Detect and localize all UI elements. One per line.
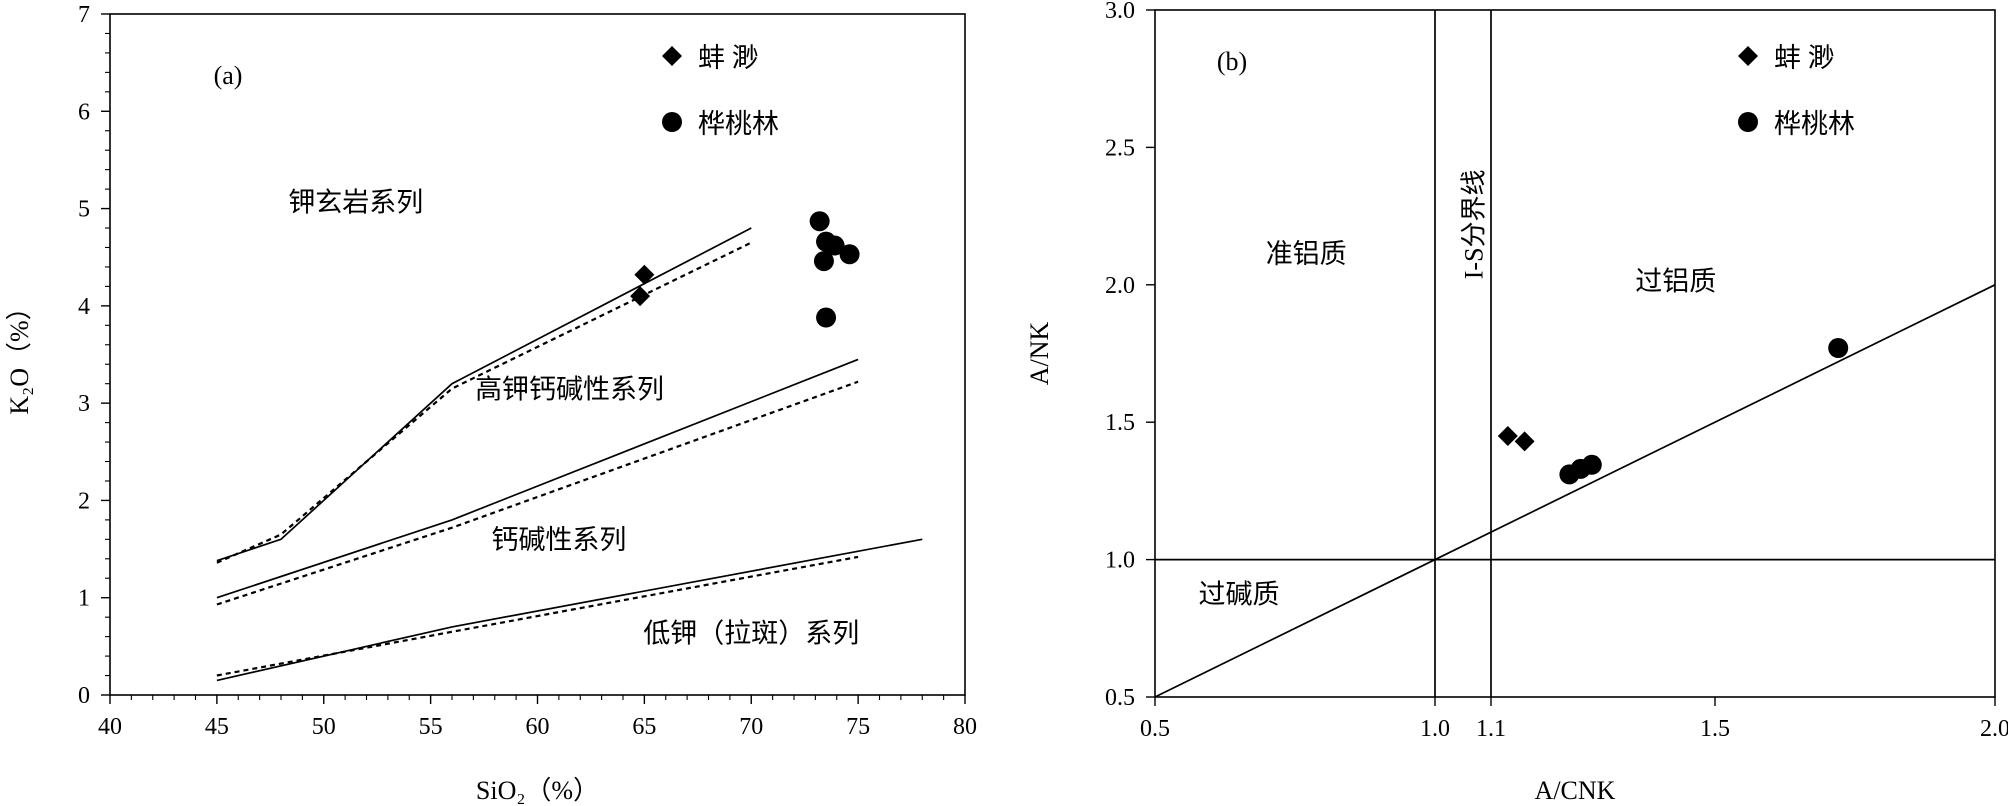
y-tick-label: 4 [78,294,90,320]
x-tick-label: 60 [526,714,550,740]
x-tick-label: 80 [953,714,977,740]
legend-label: 蚌 渺 [1774,43,1835,73]
solid-boundary-line [216,538,923,682]
y-tick-label: 2.0 [1105,273,1135,299]
is-boundary-label: I-S分界线 [1460,169,1489,279]
circle-point [813,251,834,272]
field-label: 钙碱性系列 [491,525,626,555]
field-label: 高钾钙碱性系列 [475,374,664,404]
field-label: 准铝质 [1266,239,1347,269]
y-tick-label: 1.0 [1105,548,1135,574]
circle-point [816,307,837,328]
y-tick-label: 1 [78,586,90,612]
legend-label: 蚌 渺 [698,43,759,73]
x-tick-label: 70 [739,714,763,740]
x-tick-label: 75 [846,714,870,740]
circle-point [824,235,845,256]
field-label: 钾玄岩系列 [288,187,423,217]
x-tick-label: 0.5 [1140,716,1170,742]
panel-label: (a) [214,61,243,90]
field-label: 过铝质 [1635,266,1716,296]
panel-a-chart: 40 45 50 55 60 65 70 75 8001234567SiO₂（%）K₂O（%）(… [5,2,977,805]
dashed-boundary-line [216,555,859,677]
solid-boundary-line [216,358,859,599]
diamond-point [1497,425,1518,446]
x-tick-label: 65 [632,714,656,740]
legend-circle-marker [662,112,682,132]
legend-diamond-marker [662,46,682,66]
plot-frame [1154,9,1996,698]
legend-circle-marker [1738,112,1758,132]
y-axis-title: K₂O（%） [5,294,34,414]
diamond-point [1514,431,1535,452]
plot-frame [109,13,966,696]
x-tick-label: 55 [419,714,443,740]
circle-point [1581,454,1602,475]
circle-point [839,244,860,265]
x-tick-label: 45 [205,714,229,740]
y-tick-label: 0 [78,683,90,709]
legend-label: 桦桃林 [1774,109,1855,139]
y-tick-label: 0.5 [1105,685,1135,711]
field-label: 低钾（拉斑）系列 [643,618,859,648]
y-tick-label: 3.0 [1105,0,1135,24]
x-tick-label: 2.0 [1980,716,2008,742]
y-tick-label: 6 [78,99,90,125]
y-tick-label: 1.5 [1105,410,1135,436]
y-tick-label: 2.5 [1105,135,1135,161]
legend-diamond-marker [1738,46,1758,66]
y-axis-title: A/NK [1025,322,1054,386]
diamond-point [630,286,651,307]
dashed-boundary-line [216,380,859,606]
y-tick-label: 5 [78,197,90,223]
diagonal-reference-line [1154,284,1996,698]
diamond-point [634,264,655,285]
x-tick-label: 1.0 [1420,716,1450,742]
circle-point [1828,338,1849,359]
y-tick-label: 3 [78,391,90,417]
panel-label: (b) [1217,47,1247,76]
y-tick-label: 2 [78,488,90,514]
x-tick-label: 40 [98,714,122,740]
x-tick-label: 50 [312,714,336,740]
y-tick-label: 7 [78,2,90,28]
dashed-boundary-line [216,241,752,564]
legend-label: 桦桃林 [698,109,779,139]
field-label: 过碱质 [1199,580,1280,610]
x-tick-label: 1.5 [1700,716,1730,742]
x-tick-label: 1.1 [1476,716,1506,742]
circle-point [809,211,830,232]
x-axis-title: SiO₂（%） [476,776,599,805]
x-axis-title: A/CNK [1535,776,1616,805]
panel-b-chart: 0.5 1.0 1.1 1.5 2.0 0.5 1.0 1.5 2.0 2.5 3.0 A/CNK A/… [1025,0,2008,805]
